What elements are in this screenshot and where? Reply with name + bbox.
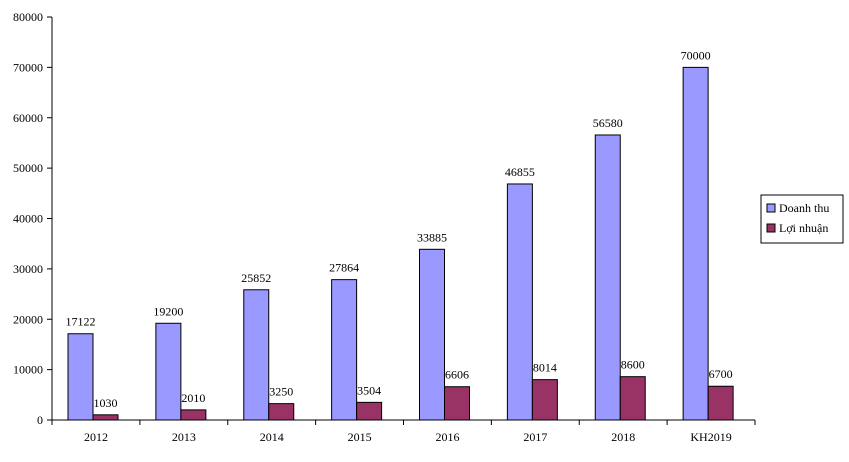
bar-loi-nhuan (180, 409, 207, 421)
data-labels: 17122 1030 19200 2010 25852 3250 27864 3504 3388… (66, 48, 733, 409)
y-tick-label: 40000 (13, 212, 43, 226)
data-label: 3504 (357, 383, 381, 397)
x-tick-label: 2018 (611, 430, 635, 444)
legend-box (760, 194, 844, 244)
legend-label: Doanh thu (779, 201, 829, 215)
x-tick-label: 2014 (260, 430, 284, 444)
bar-loi-nhuan (531, 379, 558, 421)
bar-doanh-thu (243, 289, 270, 421)
bar-doanh-thu (155, 322, 182, 421)
data-label: 6700 (709, 367, 733, 381)
y-tick-label: 80000 (13, 10, 43, 24)
bars (67, 66, 734, 421)
data-label: 19200 (153, 304, 183, 318)
data-label: 25852 (241, 271, 271, 285)
data-label: 8014 (533, 361, 557, 375)
legend-swatch (766, 223, 776, 233)
bar-loi-nhuan (92, 414, 119, 421)
data-label: 33885 (417, 230, 447, 244)
bar-loi-nhuan (444, 386, 470, 421)
y-tick-label: 0 (37, 413, 43, 427)
x-tick-label: 2015 (348, 430, 372, 444)
y-tick-label: 30000 (13, 262, 43, 276)
bar-doanh-thu (594, 134, 621, 421)
data-label: 3250 (269, 385, 293, 399)
x-axis: 2012 2013 2014 2015 2016 2017 2018 KH2019 (51, 419, 756, 444)
data-label: 2010 (181, 391, 205, 405)
x-tick-label: 2017 (523, 430, 547, 444)
y-tick-label: 50000 (13, 161, 43, 175)
y-tick-label: 70000 (13, 60, 43, 74)
bar-loi-nhuan (619, 376, 646, 421)
data-label: 6606 (445, 368, 469, 382)
bar-loi-nhuan (268, 403, 295, 421)
data-label: 56580 (593, 116, 623, 130)
data-label: 17122 (66, 315, 96, 329)
bar-doanh-thu (67, 333, 94, 421)
legend-swatch (766, 203, 776, 213)
y-axis: 0 10000 20000 30000 40000 50000 60000 70000 8000… (13, 10, 53, 427)
y-tick-label: 10000 (13, 363, 43, 377)
y-tick-label: 60000 (13, 111, 43, 125)
data-label: 1030 (94, 396, 118, 410)
data-label: 70000 (681, 48, 711, 62)
legend: Doanh thu Lợi nhuận (760, 194, 844, 244)
data-label: 8600 (621, 358, 645, 372)
data-label: 27864 (329, 261, 359, 275)
bar-doanh-thu (506, 183, 533, 421)
bar-loi-nhuan (707, 385, 734, 421)
bar-doanh-thu (331, 279, 358, 421)
bar-loi-nhuan (356, 401, 383, 421)
bar-doanh-thu (682, 66, 709, 421)
x-tick-label: 2012 (84, 430, 108, 444)
x-tick-label: KH2019 (690, 430, 731, 444)
bar-doanh-thu (419, 248, 445, 421)
legend-label: Lợi nhuận (779, 221, 828, 235)
y-tick-label: 20000 (13, 312, 43, 326)
x-tick-label: 2013 (172, 430, 196, 444)
x-tick-label: 2016 (435, 430, 459, 444)
data-label: 46855 (505, 165, 535, 179)
